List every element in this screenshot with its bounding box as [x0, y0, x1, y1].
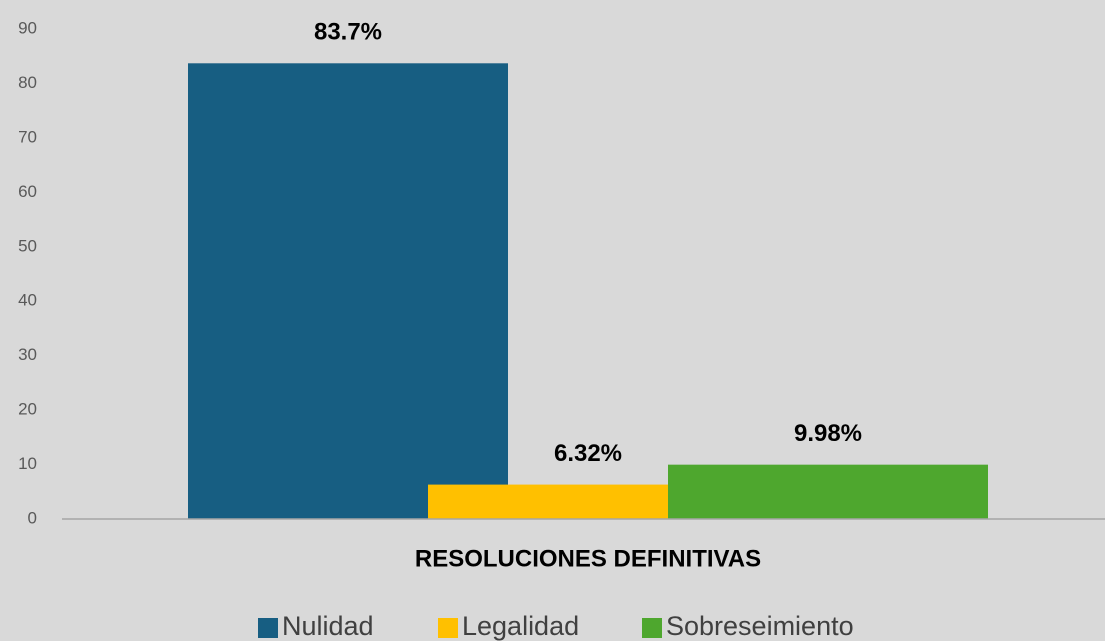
bar: [668, 464, 988, 519]
bar: [428, 484, 668, 519]
legend-label: Nulidad: [282, 611, 374, 641]
legend-swatch: [258, 618, 278, 638]
y-tick-label: 0: [28, 508, 37, 527]
value-label: 83.7%: [314, 19, 382, 46]
y-tick-label: 50: [18, 236, 37, 255]
legend-swatch: [642, 618, 662, 638]
y-tick-label: 30: [18, 345, 37, 364]
y-tick-label: 80: [18, 73, 37, 92]
bar: [188, 63, 508, 520]
legend-swatch: [438, 618, 458, 638]
y-tick-label: 60: [18, 182, 37, 201]
x-tick-label: RESOLUCIONES DEFINITIVAS: [415, 545, 761, 572]
y-tick-label: 90: [18, 18, 37, 37]
value-label: 9.98%: [794, 420, 862, 447]
legend-label: Sobreseimiento: [666, 611, 854, 641]
y-tick-label: 20: [18, 400, 37, 419]
y-tick-label: 40: [18, 291, 37, 310]
y-tick-label: 70: [18, 127, 37, 146]
y-tick-label: 10: [18, 454, 37, 473]
value-label: 6.32%: [554, 440, 622, 467]
legend-label: Legalidad: [462, 611, 579, 641]
